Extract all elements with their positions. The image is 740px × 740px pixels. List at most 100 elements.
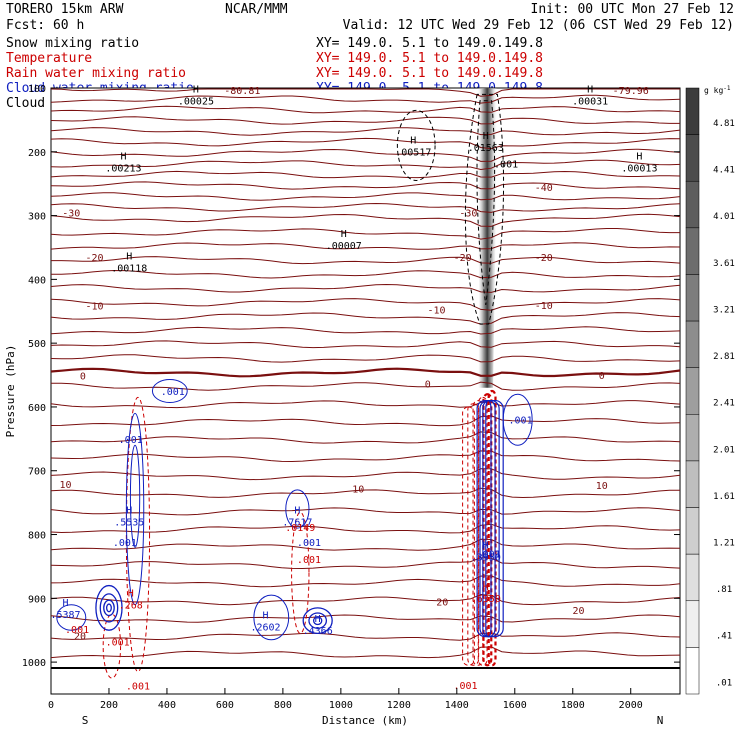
colorbar-swatch xyxy=(685,414,700,462)
maximum-value: .2602 xyxy=(250,623,280,634)
colorbar-label: 1.21 xyxy=(713,539,735,549)
colorbar-label: 2.01 xyxy=(713,445,735,455)
x-tick-label: 2000 xyxy=(619,700,643,711)
x-tick-label: 800 xyxy=(274,700,292,711)
isotherm xyxy=(50,159,681,171)
colorbar-swatch xyxy=(685,274,700,322)
temperature-label: -80.81 xyxy=(224,86,260,97)
north-label: N xyxy=(657,714,664,727)
x-axis: 0 200 400 600 800 1000 1200 1400 1600 1800 2000 xyxy=(48,688,643,711)
temperature-label: 20 xyxy=(573,606,585,617)
maximum-h: H xyxy=(126,252,132,263)
colorbar-label: 4.41 xyxy=(713,166,735,176)
maximum-h: H xyxy=(128,588,134,599)
isotherm xyxy=(50,298,681,311)
maximum-label: H.4366 xyxy=(303,614,333,637)
temperature-label: 10 xyxy=(352,485,364,496)
maximum-label: H.5387 xyxy=(50,598,80,621)
maximum-value: .4366 xyxy=(303,626,333,637)
cloud-contour xyxy=(95,584,123,631)
isotherm xyxy=(50,213,681,227)
cloud-contour xyxy=(485,399,492,638)
maximum-label: H.2602 xyxy=(250,611,280,634)
x-tick-label: 1400 xyxy=(445,700,469,711)
isotherm xyxy=(50,340,681,349)
isotherm xyxy=(50,192,681,201)
isotherm xyxy=(50,105,681,114)
isotherm xyxy=(50,148,681,162)
colorbar-label: 2.81 xyxy=(713,352,735,362)
ice-contour xyxy=(476,100,496,305)
contour-label: .001 xyxy=(119,435,143,446)
maximum-label: H.00517 xyxy=(395,135,431,158)
maximum-h: H xyxy=(262,611,268,622)
maximum-label: H.7617 xyxy=(282,505,312,528)
legend-xy: XY= 149.0. 5.1 to 149.0.149.8 xyxy=(316,36,543,51)
maximum-label: H.00118 xyxy=(111,252,147,275)
isotherm xyxy=(50,170,681,179)
isotherm xyxy=(50,468,681,481)
colorbar-swatch xyxy=(685,180,700,229)
maximum-value: .01563 xyxy=(468,143,504,154)
cloud-contour xyxy=(308,612,328,629)
cloud-contour xyxy=(312,616,323,626)
maximum-value: .00118 xyxy=(111,264,147,275)
x-axis-label: Distance (km) xyxy=(322,714,408,727)
y-axis-label: Pressure (hPa) xyxy=(4,345,17,438)
maximum-value: .3950 xyxy=(471,552,501,563)
colorbar-swatch xyxy=(685,87,700,135)
colorbar-swatch xyxy=(685,600,700,648)
temperature-label: 0 xyxy=(599,371,605,382)
colorbar-label: 3.21 xyxy=(713,305,735,315)
maximum-h: H xyxy=(341,229,347,240)
x-tick-label: 1000 xyxy=(329,700,353,711)
maximum-h: H xyxy=(120,151,126,162)
rain-contour xyxy=(482,393,493,667)
maximum-label: H.00025 xyxy=(178,84,214,107)
maximum-value: .00025 xyxy=(178,96,214,107)
maximum-h: H xyxy=(587,84,593,95)
forecast-hour: Fcst: 60 h xyxy=(6,18,84,33)
isotherm xyxy=(50,632,681,641)
x-tick-label: 200 xyxy=(100,700,118,711)
maxima-labels: H.00025H.00213H.00118H.00007H.00517H.015… xyxy=(50,84,657,636)
isotherm xyxy=(50,269,681,279)
maximum-h: H xyxy=(315,614,321,625)
isotherm xyxy=(51,256,681,265)
temperature-label: 20 xyxy=(74,631,86,642)
y-tick-label: 200 xyxy=(28,148,46,159)
colorbar-swatch xyxy=(685,647,700,695)
colorbar-swatch xyxy=(685,320,700,368)
x-tick-label: 1600 xyxy=(503,700,527,711)
contour-label: .001 xyxy=(297,538,321,549)
colorbar-label: .41 xyxy=(716,632,732,642)
colorbar-swatch xyxy=(685,460,700,508)
contour-label: .001 xyxy=(453,681,477,692)
rain-contour xyxy=(291,511,310,634)
maximum-value: .5535 xyxy=(114,517,144,528)
contour-label: .001 xyxy=(113,538,137,549)
maximum-label: H.268 xyxy=(119,588,143,611)
isotherm xyxy=(50,228,680,240)
isotherm xyxy=(50,242,681,250)
isotherm xyxy=(50,354,681,363)
isotherm xyxy=(50,523,681,534)
isotherm xyxy=(50,431,681,444)
maximum-h: H xyxy=(636,151,642,162)
x-tick-label: 1200 xyxy=(387,700,411,711)
cloud-contour xyxy=(285,489,310,529)
contour-label: .001 xyxy=(494,159,518,170)
y-tick-label: 800 xyxy=(28,531,46,542)
temperature-label: -10 xyxy=(427,305,445,316)
cloud-contour xyxy=(99,593,119,623)
contour-label: .001 xyxy=(161,387,185,398)
maximum-value: .00013 xyxy=(621,163,657,174)
temperature-label: -10 xyxy=(535,301,553,312)
cloud-contour xyxy=(106,603,112,613)
model-title: TORERO 15km ARW xyxy=(6,2,124,17)
maximum-value: .6350 xyxy=(471,594,501,605)
maximum-label: H.5535 xyxy=(114,505,144,528)
temperature-labels: -80.81 -79.96 -40 -30 -30 -20 -20 -20 -10 -10 -10 0… xyxy=(59,86,648,642)
cloud-contour xyxy=(125,412,145,606)
isotherm xyxy=(50,575,681,588)
